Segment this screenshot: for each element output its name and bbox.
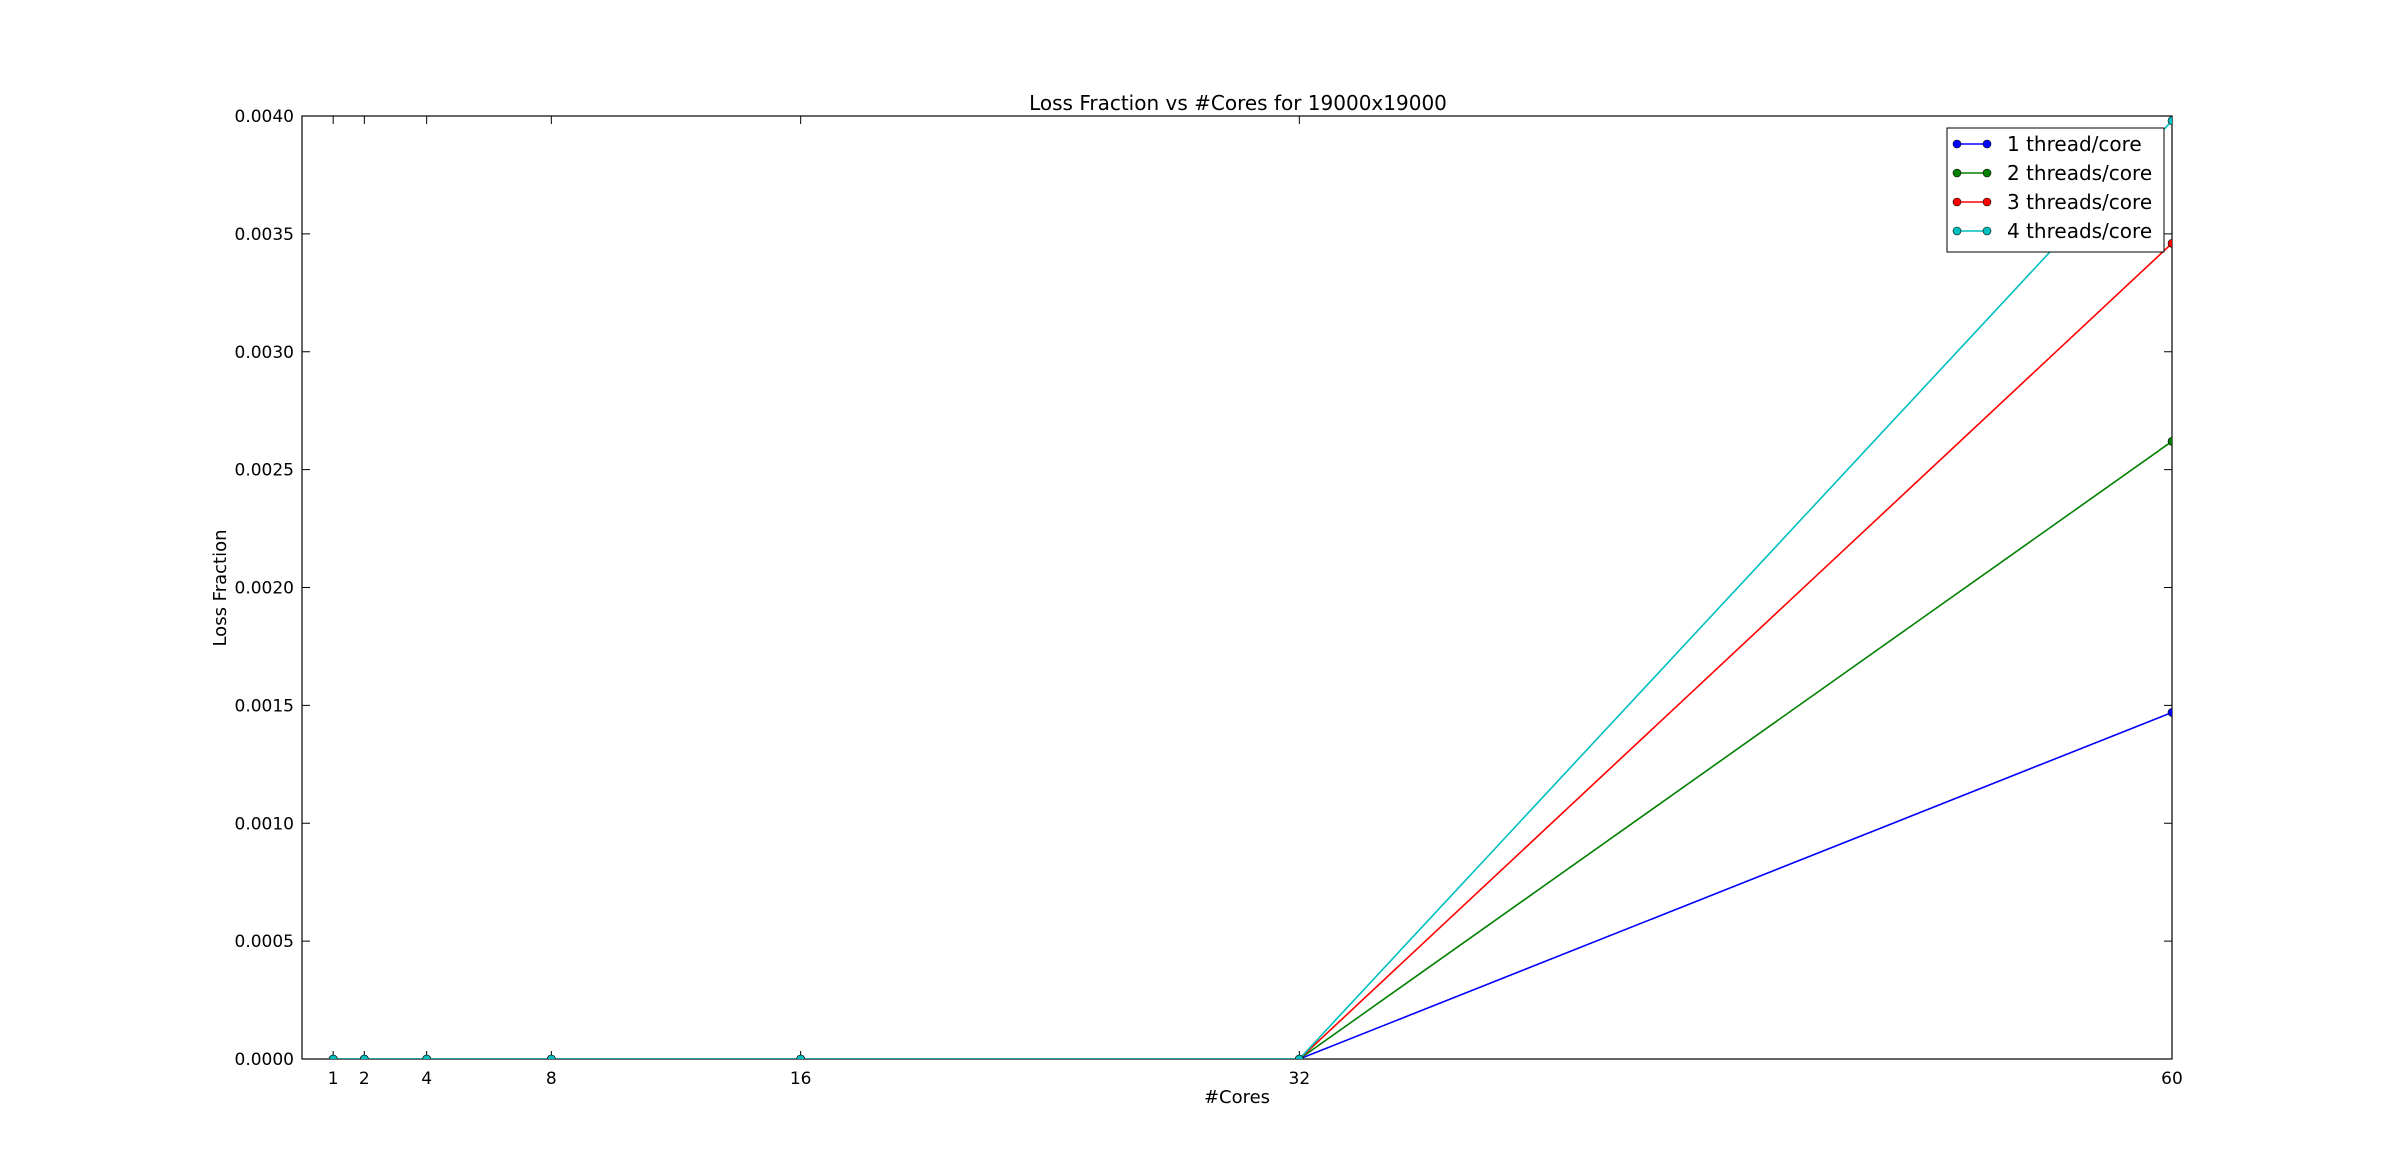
data-point — [2167, 239, 2172, 248]
legend-swatch-marker — [1982, 226, 1992, 236]
x-tick-label: 4 — [421, 1069, 432, 1089]
y-tick-label: 0.0020 — [235, 579, 294, 599]
y-tick-label: 0.0030 — [235, 343, 294, 363]
data-point — [2167, 708, 2172, 717]
chart-title: Loss Fraction vs #Cores for 19000x19000 — [1029, 91, 1447, 115]
legend-swatch-marker — [1982, 197, 1992, 207]
legend-swatch-marker — [1952, 139, 1962, 149]
y-axis: 0.0000 0.0005 0.0010 0.0015 0.0020 0.0025 0.00… — [235, 107, 2172, 1070]
data-point — [2167, 116, 2172, 126]
data-point — [796, 1054, 805, 1059]
y-tick-label: 0.0005 — [235, 932, 294, 952]
y-axis-label: Loss Fraction — [210, 529, 231, 646]
y-tick-label: 0.0010 — [235, 814, 294, 834]
legend-label: 1 thread/core — [2007, 132, 2142, 156]
legend-label: 4 threads/core — [2007, 219, 2152, 243]
data-point — [422, 1054, 431, 1059]
legend-swatch-marker — [1952, 226, 1962, 236]
y-tick-label: 0.0000 — [235, 1050, 294, 1070]
x-axis: 1 2 4 8 16 32 60 — [328, 116, 2183, 1089]
x-tick-label: 1 — [328, 1069, 339, 1089]
series-4 — [328, 116, 2172, 1059]
legend-swatch-marker — [1982, 139, 1992, 149]
x-tick-label: 2 — [359, 1069, 370, 1089]
data-point — [547, 1054, 556, 1059]
legend-swatch-marker — [1982, 168, 1992, 178]
legend-label: 3 threads/core — [2007, 190, 2152, 214]
legend-swatch-marker — [1952, 197, 1962, 207]
data-point — [328, 1054, 338, 1059]
series-layer — [328, 116, 2172, 1059]
y-tick-label: 0.0025 — [235, 461, 294, 481]
x-tick-label: 60 — [2161, 1069, 2183, 1089]
x-tick-label: 8 — [546, 1069, 557, 1089]
y-tick-label: 0.0015 — [235, 696, 294, 716]
data-point — [1295, 1054, 1304, 1059]
legend: 1 thread/core 2 threads/core 3 threads/cor… — [1946, 127, 2165, 253]
legend-label: 2 threads/core — [2007, 161, 2152, 185]
data-point — [2167, 437, 2172, 446]
y-tick-label: 0.0035 — [235, 225, 294, 245]
legend-swatch-marker — [1952, 168, 1962, 178]
x-tick-label: 32 — [1289, 1069, 1311, 1089]
data-point — [360, 1054, 369, 1059]
y-tick-label: 0.0040 — [235, 107, 294, 127]
x-tick-label: 16 — [790, 1069, 812, 1089]
x-axis-label: #Cores — [1204, 1087, 1270, 1108]
